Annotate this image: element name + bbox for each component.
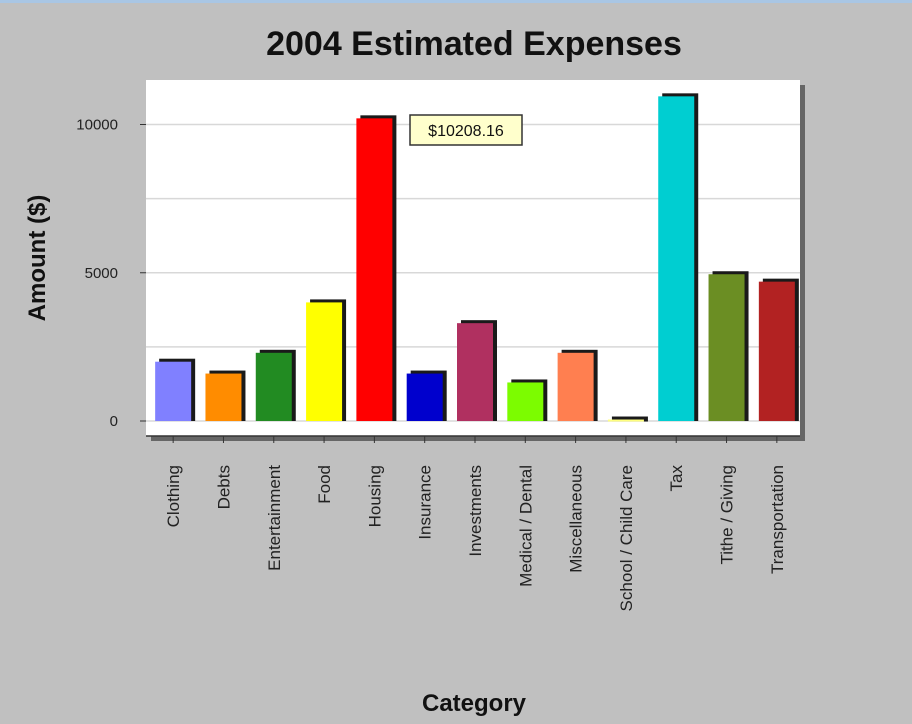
x-tick-label: Miscellaneous [567,465,586,573]
bar[interactable] [557,352,594,421]
bar[interactable] [356,118,393,422]
x-tick-label: Debts [214,465,233,509]
x-tick-label: Housing [365,465,384,527]
bar-chart: 2004 Estimated Expenses 0 5000 10000 Cloth… [24,25,805,717]
bar[interactable] [155,361,192,421]
x-tick-label: Food [315,465,334,504]
x-tick-label: Tax [667,465,686,492]
bar[interactable] [306,302,343,421]
bar[interactable] [205,373,242,421]
bar[interactable] [457,323,493,421]
y-tick-label: 0 [110,413,118,430]
x-tick-label: Clothing [164,465,183,527]
y-tick-label: 10000 [76,117,118,134]
y-axis-ticks: 0 5000 10000 [76,117,146,430]
tooltip-box [409,114,523,146]
bar-shadow [611,416,648,422]
bar[interactable] [255,352,292,421]
x-axis-title: Category [422,690,527,717]
x-tick-label: School / Child Care [617,465,636,611]
bar[interactable] [507,382,544,421]
bar[interactable] [708,274,745,421]
y-tick-label: 5000 [85,265,118,282]
y-axis-title: Amount ($) [24,195,51,322]
value-tooltip: $10208.16 [409,114,523,146]
bar[interactable] [758,281,795,421]
x-tick-label: Tithe / Giving [718,465,737,565]
tooltip-text: $10208.16 [428,123,504,140]
bar[interactable] [406,373,443,421]
chart-title: 2004 Estimated Expenses [266,25,682,63]
x-axis-labels: Clothing Debts Entertainment Food Housing Ins… [164,436,787,611]
bar[interactable] [607,419,644,422]
x-tick-label: Entertainment [265,465,284,571]
x-tick-label: Medical / Dental [516,465,535,587]
x-tick-label: Investments [466,465,485,557]
bars [155,93,799,422]
x-tick-label: Transportation [768,465,787,574]
bar[interactable] [658,96,695,421]
x-tick-label: Insurance [416,465,435,540]
